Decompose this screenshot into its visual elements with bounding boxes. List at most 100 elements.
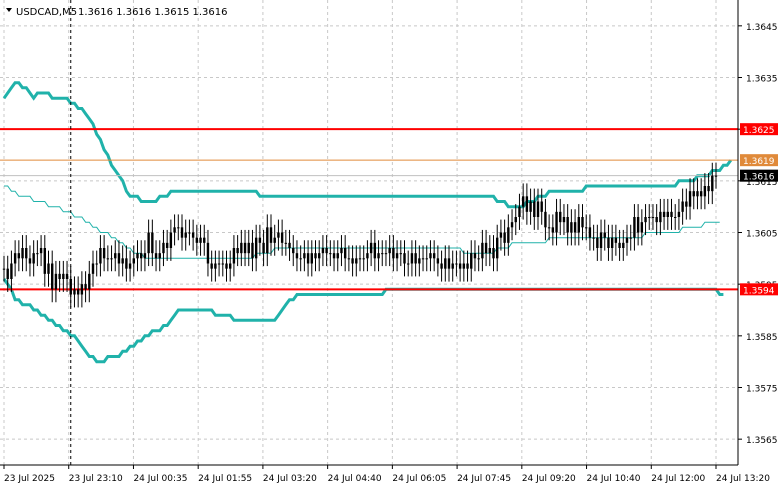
candle-body xyxy=(458,263,462,269)
candle xyxy=(288,229,291,261)
candle-body xyxy=(496,237,499,259)
candle xyxy=(432,240,436,272)
candle-body xyxy=(288,242,291,248)
candle xyxy=(559,198,562,236)
candle xyxy=(588,214,592,251)
candle xyxy=(614,224,618,256)
candle-body xyxy=(329,253,332,255)
candle xyxy=(203,224,206,256)
candle xyxy=(114,240,117,272)
candle xyxy=(699,178,703,210)
candle-body xyxy=(336,253,339,259)
candle-body xyxy=(91,263,95,274)
candle xyxy=(306,240,310,277)
candle xyxy=(674,204,677,230)
candle-body xyxy=(514,217,517,223)
candle-body xyxy=(585,227,588,229)
candle-body xyxy=(573,222,577,233)
candle xyxy=(610,224,614,261)
x-tick-label: 23 Jul 2025 xyxy=(4,474,55,484)
candle xyxy=(440,250,443,282)
candle-body xyxy=(481,242,484,259)
candle-body xyxy=(640,222,644,233)
candle xyxy=(229,250,232,282)
candle-body xyxy=(32,253,35,264)
candle xyxy=(414,240,417,277)
candle-body xyxy=(414,253,417,264)
y-tick-label: 1.3575 xyxy=(746,385,778,395)
candle xyxy=(310,240,313,277)
candle-body xyxy=(648,217,651,218)
candle-body xyxy=(436,258,440,264)
candle xyxy=(577,204,580,246)
candle-body xyxy=(184,232,187,238)
triangle-down-icon[interactable] xyxy=(6,8,12,12)
candle-body xyxy=(451,263,454,269)
candle xyxy=(65,260,69,292)
candle-body xyxy=(247,242,250,254)
candle xyxy=(388,235,391,267)
candle xyxy=(499,219,503,251)
candle xyxy=(299,245,302,272)
candle-body xyxy=(521,196,525,207)
candle-body xyxy=(351,258,354,264)
candle-body xyxy=(292,248,295,254)
candle xyxy=(636,204,640,246)
candle-body xyxy=(633,217,636,238)
candle xyxy=(284,229,288,256)
candle xyxy=(95,250,98,277)
candle-body xyxy=(369,242,373,254)
candle-body xyxy=(76,289,80,295)
candle-body xyxy=(540,201,543,212)
candle-body xyxy=(143,253,147,259)
candle xyxy=(17,240,21,272)
candle xyxy=(592,224,595,251)
candle-body xyxy=(140,253,143,259)
candle xyxy=(633,204,636,251)
candle xyxy=(618,229,621,261)
candle-body xyxy=(243,242,247,254)
candle-body xyxy=(28,258,32,264)
candle xyxy=(21,235,24,272)
candle xyxy=(533,188,536,230)
candle-body xyxy=(466,263,469,269)
candle-body xyxy=(599,232,603,248)
candle xyxy=(492,235,495,272)
candle xyxy=(314,240,317,272)
candle xyxy=(325,235,328,267)
x-tick-label: 24 Jul 12:00 xyxy=(651,474,705,484)
candle-body xyxy=(392,248,395,259)
candle xyxy=(332,240,336,272)
candle xyxy=(703,173,707,210)
candle-body xyxy=(473,253,477,259)
candle xyxy=(2,255,6,282)
candle-body xyxy=(251,242,254,259)
y-tick-label: 1.3635 xyxy=(746,75,778,85)
candle-body xyxy=(581,217,584,228)
candle-body xyxy=(43,248,46,274)
price-level-tag-label: 1.3619 xyxy=(743,157,775,167)
candle xyxy=(340,235,343,267)
candle xyxy=(488,235,491,267)
candle-body xyxy=(677,211,681,217)
candle xyxy=(670,198,673,230)
candle-body xyxy=(306,253,310,264)
candle xyxy=(536,188,540,230)
candle xyxy=(622,229,625,261)
candle xyxy=(165,229,169,261)
candle xyxy=(373,229,377,272)
candle-body xyxy=(681,201,684,212)
ohlc-label: 1.3616 1.3616 1.3615 1.3616 xyxy=(78,7,228,18)
candle xyxy=(692,178,695,210)
candle-body xyxy=(310,253,313,264)
candles xyxy=(2,162,718,308)
candle-body xyxy=(510,222,514,228)
candle-body xyxy=(318,253,321,259)
candle xyxy=(347,245,351,272)
candle xyxy=(225,250,228,282)
candle-body xyxy=(547,227,551,229)
candle xyxy=(199,224,202,256)
candle xyxy=(243,229,247,267)
